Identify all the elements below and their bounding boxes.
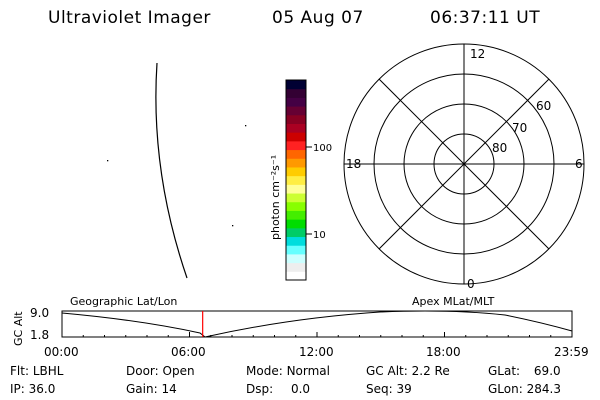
ip-value: 36.0 [28, 382, 56, 396]
time-tick-label-1800: 18:00 [426, 345, 461, 359]
colorbar-tick-100: 100 [313, 143, 332, 154]
colorbar-band [286, 158, 306, 168]
mlt-label-0: 0 [467, 277, 475, 291]
colorbar-band [286, 88, 306, 98]
colorbar-band [286, 271, 306, 281]
door-value: Open [162, 364, 195, 378]
lat-label-60: 60 [536, 99, 551, 113]
gain-value: 14 [161, 382, 177, 396]
colorbar-band [286, 193, 306, 203]
colorbar-tick-10: 10 [313, 230, 326, 241]
mlt-label-18: 18 [346, 157, 361, 171]
dsp-label: Dsp: [246, 382, 274, 396]
colorbar-band [286, 106, 306, 116]
seq-value: 39 [396, 382, 412, 396]
colorbar-band [286, 123, 306, 133]
info-gain: Gain: 14 [126, 382, 177, 396]
colorbar-band [286, 210, 306, 220]
time-tick-label-0600: 06:00 [171, 345, 206, 359]
glat-label: GLat: [488, 364, 521, 378]
flt-value: LBHL [32, 364, 64, 378]
instrument-title: Ultraviolet Imager [48, 8, 211, 28]
colorbar-band [286, 175, 306, 185]
info-gcalt: GC Alt: 2.2 Re [366, 364, 450, 378]
pixel-dot [232, 225, 234, 227]
glon-value: 284.3 [526, 382, 561, 396]
time-tick-label-1200: 12:00 [299, 345, 334, 359]
pixel-dot [245, 125, 247, 127]
colorbar-band [286, 262, 306, 272]
colorbar-band [286, 201, 306, 211]
colorbar-band [286, 80, 306, 90]
colorbar-band [286, 140, 306, 151]
glat-value: 69.0 [533, 364, 561, 378]
lat-label-70: 70 [512, 121, 527, 135]
info-dsp: Dsp: 0.0 [246, 382, 310, 396]
glon-label: GLon: [488, 382, 523, 396]
mlt-label-12: 12 [470, 47, 485, 61]
earth-limb-arc [155, 62, 188, 279]
info-mode: Mode: Normal [246, 364, 330, 378]
colorbar-unit-label: photon cm⁻²s⁻¹ [269, 155, 282, 240]
image-panel [107, 62, 247, 279]
mode-value: Normal [286, 364, 330, 378]
mlt-label-6: 6 [575, 157, 583, 171]
orbit-timeline: GC Alt 9.0 1.8 Geographic Lat/Lon Apex M… [12, 295, 589, 359]
gcalt-value: 2.2 Re [411, 364, 450, 378]
alt-min-label: 1.8 [30, 328, 49, 342]
info-door: Door: Open [126, 364, 195, 378]
color-bar: 100 10 photon cm⁻²s⁻¹ [269, 79, 332, 281]
colorbar-band [286, 253, 306, 264]
mode-label: Mode: [246, 364, 283, 378]
colorbar-band [286, 245, 306, 255]
colorbar-band [286, 184, 306, 194]
dsp-value: 0.0 [290, 382, 311, 396]
time-axis-ticks [61, 332, 573, 337]
ip-label: IP: [10, 382, 25, 396]
apex-label: Apex MLat/MLT [412, 295, 495, 308]
colorbar-band [286, 166, 306, 177]
colorbar-band [286, 227, 306, 238]
info-ip: IP: 36.0 [10, 382, 55, 396]
info-flt: Flt: LBHL [10, 364, 63, 378]
info-glon: GLon: 284.3 [488, 382, 561, 396]
altitude-curve [61, 310, 573, 338]
time-label: 06:37:11 UT [430, 8, 541, 28]
mlt-line-diagonal [378, 78, 550, 250]
time-tick-label-0000: 00:00 [44, 345, 79, 359]
lat-label-80: 80 [492, 141, 507, 155]
flt-label: Flt: [10, 364, 29, 378]
colorbar-band [286, 149, 306, 159]
info-glat: GLat: 69.0 [488, 364, 561, 378]
colorbar-band [286, 114, 306, 124]
polar-grid [343, 43, 585, 285]
geographic-label: Geographic Lat/Lon [70, 295, 177, 308]
seq-label: Seq: [366, 382, 393, 396]
door-label: Door: [126, 364, 159, 378]
gain-label: Gain: [126, 382, 158, 396]
gcalt-label: GC Alt: [366, 364, 408, 378]
colorbar-band [286, 236, 306, 246]
gc-alt-axis-label: GC Alt [12, 311, 25, 346]
colorbar-band [286, 132, 306, 142]
time-tick-label-2359: 23:59 [554, 345, 589, 359]
colorbar-band [286, 219, 306, 229]
date-label: 05 Aug 07 [272, 8, 364, 28]
pixel-dot [107, 160, 109, 162]
colorbar-band [286, 97, 306, 107]
info-seq: Seq: 39 [366, 382, 412, 396]
alt-max-label: 9.0 [30, 306, 49, 320]
